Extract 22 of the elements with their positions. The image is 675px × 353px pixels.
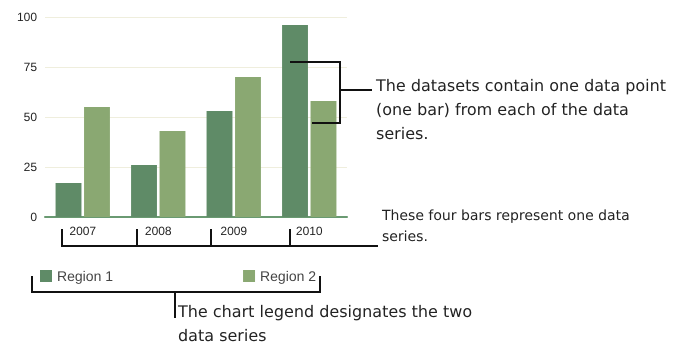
bar xyxy=(310,101,336,217)
y-tick-label: 25 xyxy=(24,160,38,174)
x-tick-label: 2008 xyxy=(144,224,172,238)
bar xyxy=(206,111,232,217)
x-tick-label: 2010 xyxy=(296,224,323,238)
bar xyxy=(282,25,308,217)
bar xyxy=(235,77,261,217)
y-tick-label: 75 xyxy=(24,60,38,74)
text: The datasets contain one data point (one bar) from each of the data series. xyxy=(376,75,668,145)
bar xyxy=(131,165,157,217)
x-tick-label: 2009 xyxy=(220,224,248,238)
bar xyxy=(160,131,186,217)
x-tick-label: 2007 xyxy=(69,224,96,238)
y-tick-label: 0 xyxy=(30,210,38,224)
y-tick-label: 50 xyxy=(24,110,38,124)
legend-label: Region 2 xyxy=(260,268,316,284)
y-tick-label: 100 xyxy=(16,10,38,24)
legend-label: Region 1 xyxy=(57,268,114,284)
bar xyxy=(84,107,110,217)
text: The chart legend designates the two data series xyxy=(178,301,474,347)
text: These four bars represent one data series. xyxy=(382,207,631,247)
bar xyxy=(56,183,82,217)
